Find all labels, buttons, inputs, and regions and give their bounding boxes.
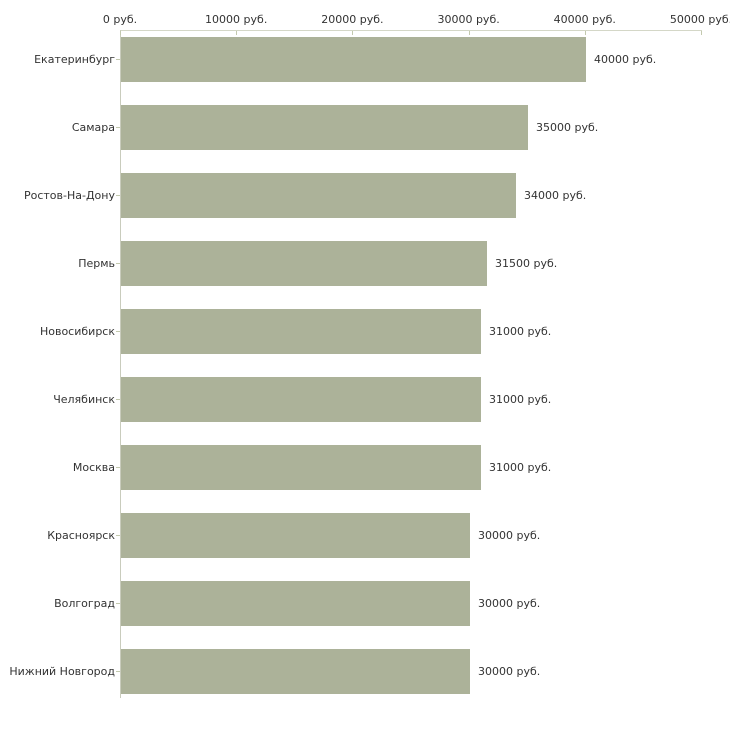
value-label: 31000 руб. bbox=[489, 393, 552, 406]
y-axis-tick-mark bbox=[116, 127, 120, 128]
bar bbox=[121, 377, 481, 422]
value-label: 30000 руб. bbox=[478, 597, 541, 610]
y-axis-tick-mark bbox=[116, 603, 120, 604]
category-label: Екатеринбург bbox=[34, 53, 115, 66]
x-axis-tick-mark bbox=[585, 31, 586, 35]
y-axis-tick-mark bbox=[116, 671, 120, 672]
category-label: Нижний Новгород bbox=[9, 665, 115, 678]
bar bbox=[121, 105, 528, 150]
x-axis-line bbox=[120, 30, 702, 31]
y-axis-tick-mark bbox=[116, 263, 120, 264]
x-axis-tick-mark bbox=[469, 31, 470, 35]
value-label: 31000 руб. bbox=[489, 325, 552, 338]
category-label: Самара bbox=[71, 121, 115, 134]
bar bbox=[121, 309, 481, 354]
bar bbox=[121, 513, 470, 558]
x-axis-tick-label: 20000 руб. bbox=[321, 13, 384, 26]
category-label: Ростов-На-Дону bbox=[23, 189, 115, 202]
bar bbox=[121, 649, 470, 694]
category-label: Красноярск bbox=[47, 529, 115, 542]
x-axis-tick-label: 40000 руб. bbox=[553, 13, 616, 26]
y-axis-tick-mark bbox=[116, 331, 120, 332]
value-label: 30000 руб. bbox=[478, 529, 541, 542]
bar bbox=[121, 173, 516, 218]
x-axis-tick-label: 0 руб. bbox=[102, 13, 138, 26]
category-label: Волгоград bbox=[54, 597, 115, 610]
y-axis-tick-mark bbox=[116, 195, 120, 196]
category-label: Пермь bbox=[78, 257, 115, 270]
x-axis-tick-mark bbox=[701, 31, 702, 35]
bar bbox=[121, 241, 487, 286]
x-axis-tick-label: 50000 руб. bbox=[669, 13, 730, 26]
y-axis-tick-mark bbox=[116, 399, 120, 400]
bar bbox=[121, 445, 481, 490]
x-axis-tick-label: 10000 руб. bbox=[205, 13, 268, 26]
category-label: Москва bbox=[72, 461, 115, 474]
bar bbox=[121, 581, 470, 626]
y-axis-tick-mark bbox=[116, 467, 120, 468]
y-axis-tick-mark bbox=[116, 535, 120, 536]
value-label: 35000 руб. bbox=[536, 121, 599, 134]
value-label: 31500 руб. bbox=[495, 257, 558, 270]
x-axis-tick-mark bbox=[236, 31, 237, 35]
y-axis-tick-mark bbox=[116, 59, 120, 60]
x-axis-tick-mark bbox=[120, 31, 121, 35]
value-label: 31000 руб. bbox=[489, 461, 552, 474]
x-axis-tick-mark bbox=[352, 31, 353, 35]
value-label: 40000 руб. bbox=[594, 53, 657, 66]
x-axis-tick-label: 30000 руб. bbox=[437, 13, 500, 26]
value-label: 34000 руб. bbox=[524, 189, 587, 202]
category-label: Челябинск bbox=[53, 393, 115, 406]
y-axis-line bbox=[120, 30, 121, 698]
value-label: 30000 руб. bbox=[478, 665, 541, 678]
category-label: Новосибирск bbox=[39, 325, 115, 338]
bar bbox=[121, 37, 586, 82]
